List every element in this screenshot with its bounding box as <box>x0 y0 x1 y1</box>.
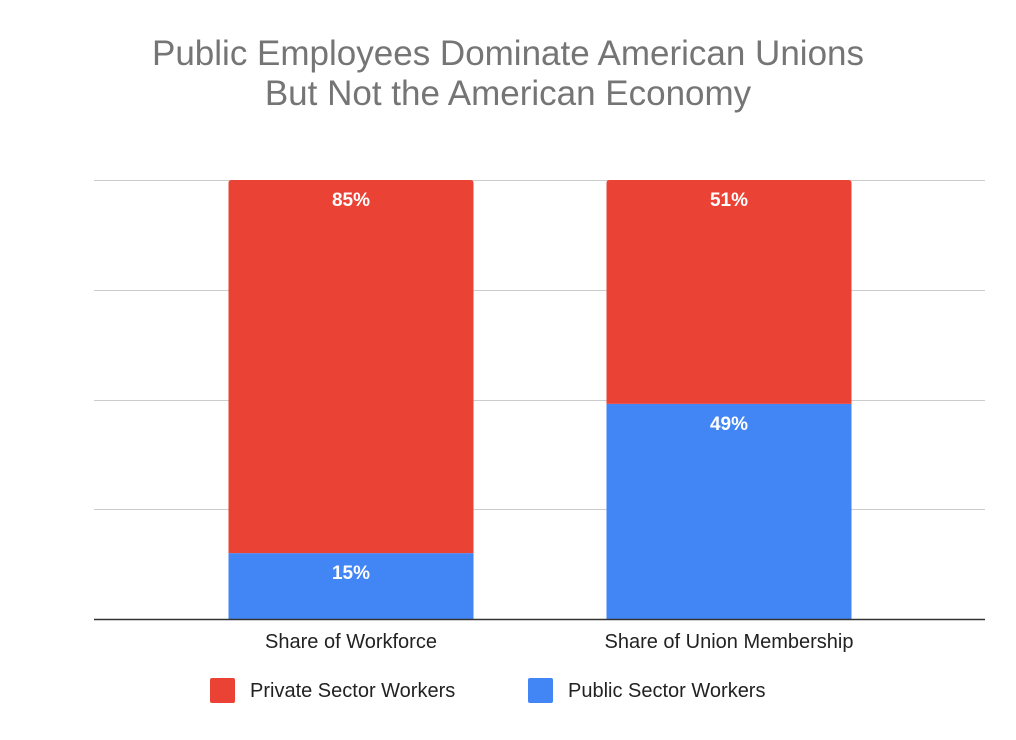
bar-segment-private-sector-workers <box>228 180 474 554</box>
bar-segment-public-sector-workers <box>228 553 474 619</box>
chart-title: Public Employees Dominate American Union… <box>0 34 1016 114</box>
x-tick-label: Share of Workforce <box>265 631 437 653</box>
bar-segment-public-sector-workers <box>606 403 852 619</box>
data-label: 15% <box>332 563 370 584</box>
legend-swatch <box>210 678 235 703</box>
legend-swatch <box>528 678 553 703</box>
legend-label: Private Sector Workers <box>250 680 455 702</box>
legend-label: Public Sector Workers <box>568 680 765 702</box>
data-label: 51% <box>710 190 748 211</box>
chart-title-line-2: But Not the American Economy <box>264 74 752 113</box>
bar-segment-private-sector-workers <box>606 180 852 404</box>
x-tick-label: Share of Union Membership <box>604 631 853 653</box>
chart-title-line-1: Public Employees Dominate American Union… <box>152 34 864 73</box>
data-label: 85% <box>332 190 370 211</box>
data-label: 49% <box>710 414 748 435</box>
